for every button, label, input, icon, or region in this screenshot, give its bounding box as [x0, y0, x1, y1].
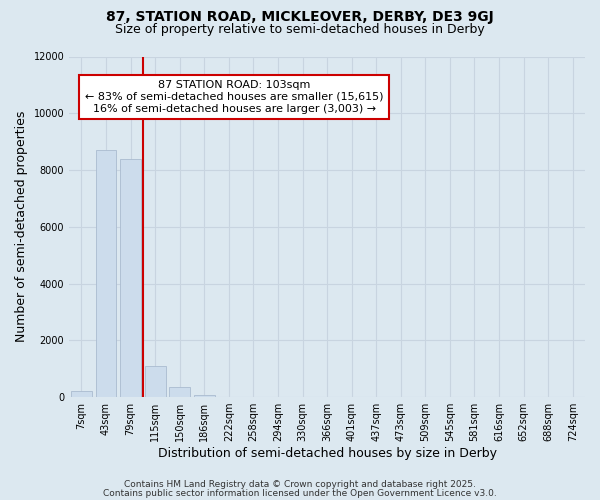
- X-axis label: Distribution of semi-detached houses by size in Derby: Distribution of semi-detached houses by …: [158, 447, 497, 460]
- Bar: [145, 366, 166, 397]
- Text: Contains public sector information licensed under the Open Government Licence v3: Contains public sector information licen…: [103, 488, 497, 498]
- Y-axis label: Number of semi-detached properties: Number of semi-detached properties: [15, 111, 28, 342]
- Bar: [120, 158, 141, 397]
- Text: Contains HM Land Registry data © Crown copyright and database right 2025.: Contains HM Land Registry data © Crown c…: [124, 480, 476, 489]
- Text: 87 STATION ROAD: 103sqm
← 83% of semi-detached houses are smaller (15,615)
16% o: 87 STATION ROAD: 103sqm ← 83% of semi-de…: [85, 80, 383, 114]
- Text: Size of property relative to semi-detached houses in Derby: Size of property relative to semi-detach…: [115, 22, 485, 36]
- Bar: [169, 387, 190, 397]
- Bar: [194, 395, 215, 397]
- Text: 87, STATION ROAD, MICKLEOVER, DERBY, DE3 9GJ: 87, STATION ROAD, MICKLEOVER, DERBY, DE3…: [106, 10, 494, 24]
- Bar: [95, 150, 116, 397]
- Bar: [71, 392, 92, 397]
